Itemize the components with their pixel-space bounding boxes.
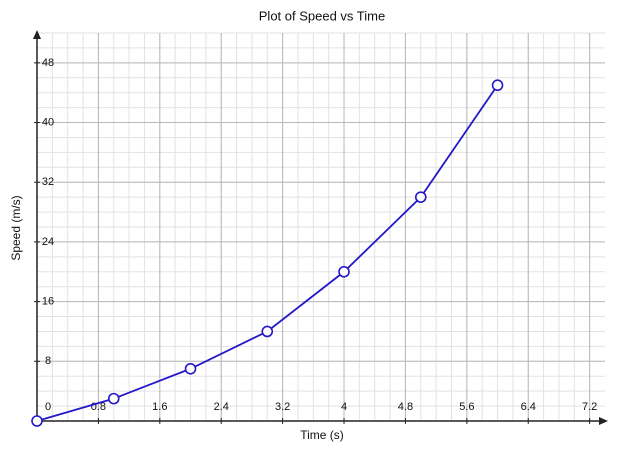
data-point (107, 392, 120, 405)
data-point (491, 79, 504, 92)
data-point (338, 265, 350, 278)
y-axis-label: Speed (m/s) (9, 195, 23, 260)
data-point (184, 362, 197, 375)
x-tick-label: 6.4 (521, 401, 536, 413)
data-point (31, 415, 43, 427)
x-axis-arrow (599, 417, 608, 425)
x-tick-label: 2.4 (214, 401, 229, 413)
y-tick-label: 16 (42, 296, 54, 308)
x-axis-label: Time (s) (300, 428, 344, 442)
y-tick-label: 8 (45, 355, 51, 367)
data-point (414, 191, 427, 203)
y-axis-arrow (33, 30, 41, 39)
y-tick-label: 48 (42, 57, 54, 69)
y-tick-label: 32 (42, 176, 54, 188)
chart-title: Plot of Speed vs Time (259, 8, 385, 23)
y-tick-label: 40 (42, 116, 54, 128)
x-tick-label: 5.6 (459, 401, 474, 413)
data-point (261, 325, 274, 338)
x-tick-label: 3.2 (275, 401, 290, 413)
x-tick-label: 7.2 (582, 401, 597, 413)
x-tick-label: 0 (45, 401, 51, 413)
y-tick-label: 24 (42, 236, 54, 248)
x-tick-label: 1.6 (152, 401, 167, 413)
x-tick-label: 4 (341, 401, 347, 413)
x-tick-label: 4.8 (398, 401, 413, 413)
